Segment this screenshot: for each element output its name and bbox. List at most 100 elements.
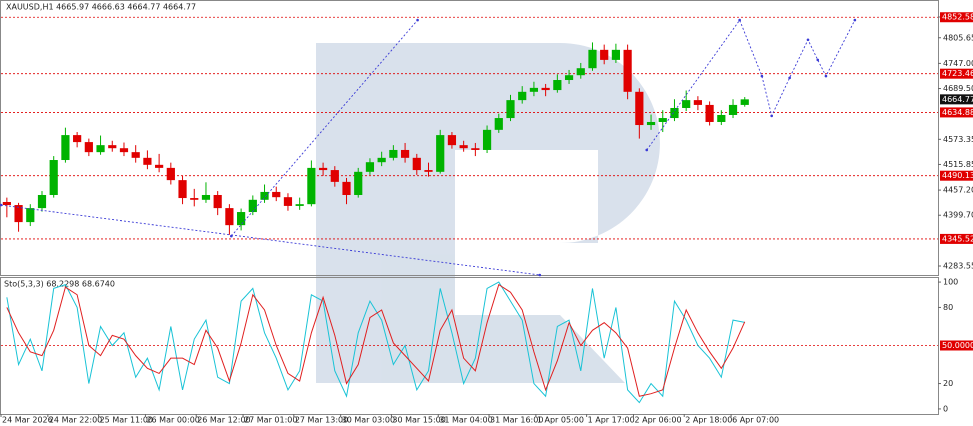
- level-label-box: [940, 233, 973, 244]
- oscillator-title: Sto(5,3,3) 68.2298 68.6740: [4, 280, 115, 289]
- candle-body: [14, 205, 23, 223]
- main-panel: [0, 0, 939, 276]
- x-tick-label: 2 Apr 06:00: [634, 416, 681, 425]
- candle-body: [436, 135, 445, 172]
- y-tick-label: 80: [943, 303, 953, 312]
- candle-body: [728, 104, 738, 115]
- candle-body: [26, 208, 35, 223]
- candle-body: [354, 171, 363, 195]
- level-label-box: [940, 68, 973, 79]
- oscillator-line: [6, 281, 745, 404]
- candle-body: [155, 164, 164, 168]
- trend-point: [0, 203, 3, 207]
- x-tick-label: 27 Mar 01:00: [244, 416, 297, 425]
- candle-body: [365, 162, 375, 172]
- candle-body: [260, 191, 269, 200]
- candle-body: [400, 149, 410, 158]
- y-tick-label: 4283.55: [943, 262, 973, 271]
- candle-body: [471, 148, 480, 150]
- candle-body: [201, 194, 211, 200]
- candle-body: [190, 198, 199, 200]
- trend-point: [416, 18, 419, 22]
- candle-body: [248, 199, 257, 213]
- candle-body: [541, 87, 550, 91]
- y-tick-label: 4689.50: [943, 84, 973, 93]
- y-tick-label: 20: [943, 379, 953, 388]
- watermark-leg: [455, 315, 625, 383]
- candle-body: [588, 49, 597, 69]
- candle-body: [119, 148, 129, 153]
- level-label: 4345.52: [942, 234, 973, 243]
- y-tick-label: 4515.85: [943, 160, 973, 169]
- y-tick-label: 4747.00: [943, 59, 973, 68]
- candle-body: [73, 135, 82, 143]
- candle-body: [295, 204, 304, 206]
- candle-body: [108, 145, 117, 149]
- x-tick-label: 1 Apr 17:00: [588, 416, 635, 425]
- trend-point: [738, 18, 741, 22]
- level-label: 4490.13: [942, 171, 973, 180]
- x-tick-label: 30 Mar 03:00: [342, 416, 395, 425]
- candle-body: [84, 142, 93, 153]
- candle-body: [611, 49, 621, 60]
- candle-body: [49, 160, 58, 195]
- candle-body: [529, 87, 539, 92]
- trend-point: [538, 273, 542, 277]
- candle-body: [342, 181, 351, 195]
- x-tick-label: 31 Mar 04:00: [439, 416, 492, 425]
- candle-body: [717, 114, 726, 122]
- candle-body: [131, 152, 140, 158]
- candle-body: [61, 135, 70, 161]
- candle-body: [237, 212, 246, 226]
- y-tick-label: 4457.20: [943, 186, 973, 195]
- level-label: 4634.88: [942, 108, 973, 117]
- candle-body: [693, 100, 702, 105]
- y-tick-label: 4399.70: [943, 211, 973, 220]
- x-tick-label: 25 Mar 11:00: [100, 416, 153, 425]
- candle-body: [178, 180, 187, 199]
- candle-body: [272, 191, 281, 198]
- trend-point: [770, 114, 773, 118]
- candle-body: [506, 100, 515, 119]
- trend-point: [824, 74, 828, 78]
- candle-body: [225, 208, 234, 226]
- candle-body: [600, 49, 609, 60]
- candle-body: [564, 75, 574, 81]
- candle-body: [330, 170, 339, 182]
- trend-point: [853, 18, 857, 22]
- candle-body: [37, 194, 47, 209]
- candle-body: [447, 135, 457, 146]
- candle-body: [166, 167, 175, 181]
- candle-body: [307, 167, 316, 205]
- candle-body: [623, 49, 632, 92]
- x-tick-label: 27 Mar 13:00: [295, 416, 348, 425]
- x-tick-label: 1 Apr 05:00: [537, 416, 584, 425]
- level-label: 4723.46: [942, 69, 973, 78]
- candle-body: [635, 91, 644, 126]
- candle-body: [424, 170, 433, 172]
- last-price-box: [940, 94, 973, 105]
- oscillator-panel: [0, 277, 939, 415]
- watermark: [316, 43, 660, 383]
- trend-line: [0, 204, 540, 276]
- trend-point: [645, 148, 649, 152]
- candle-body: [576, 68, 585, 76]
- oscillator-line: [6, 283, 746, 397]
- level-label: 50.0000: [942, 341, 973, 350]
- level-label-box: [940, 170, 973, 181]
- candle-body: [670, 107, 679, 119]
- candle-body: [96, 145, 105, 153]
- candle-body: [143, 157, 152, 165]
- last-price-label: 4664.77: [942, 95, 973, 104]
- level-label-box: [940, 340, 973, 351]
- level-label-box: [940, 12, 973, 23]
- x-tick-label: 31 Mar 16:00: [490, 416, 543, 425]
- trend-point: [816, 58, 820, 62]
- y-tick-label: 4805.65: [943, 33, 973, 42]
- trend-point: [806, 38, 810, 42]
- trend-line: [231, 19, 418, 237]
- candle-body: [2, 201, 11, 206]
- candle-body: [658, 118, 667, 122]
- y-tick-label: 4573.35: [943, 135, 973, 144]
